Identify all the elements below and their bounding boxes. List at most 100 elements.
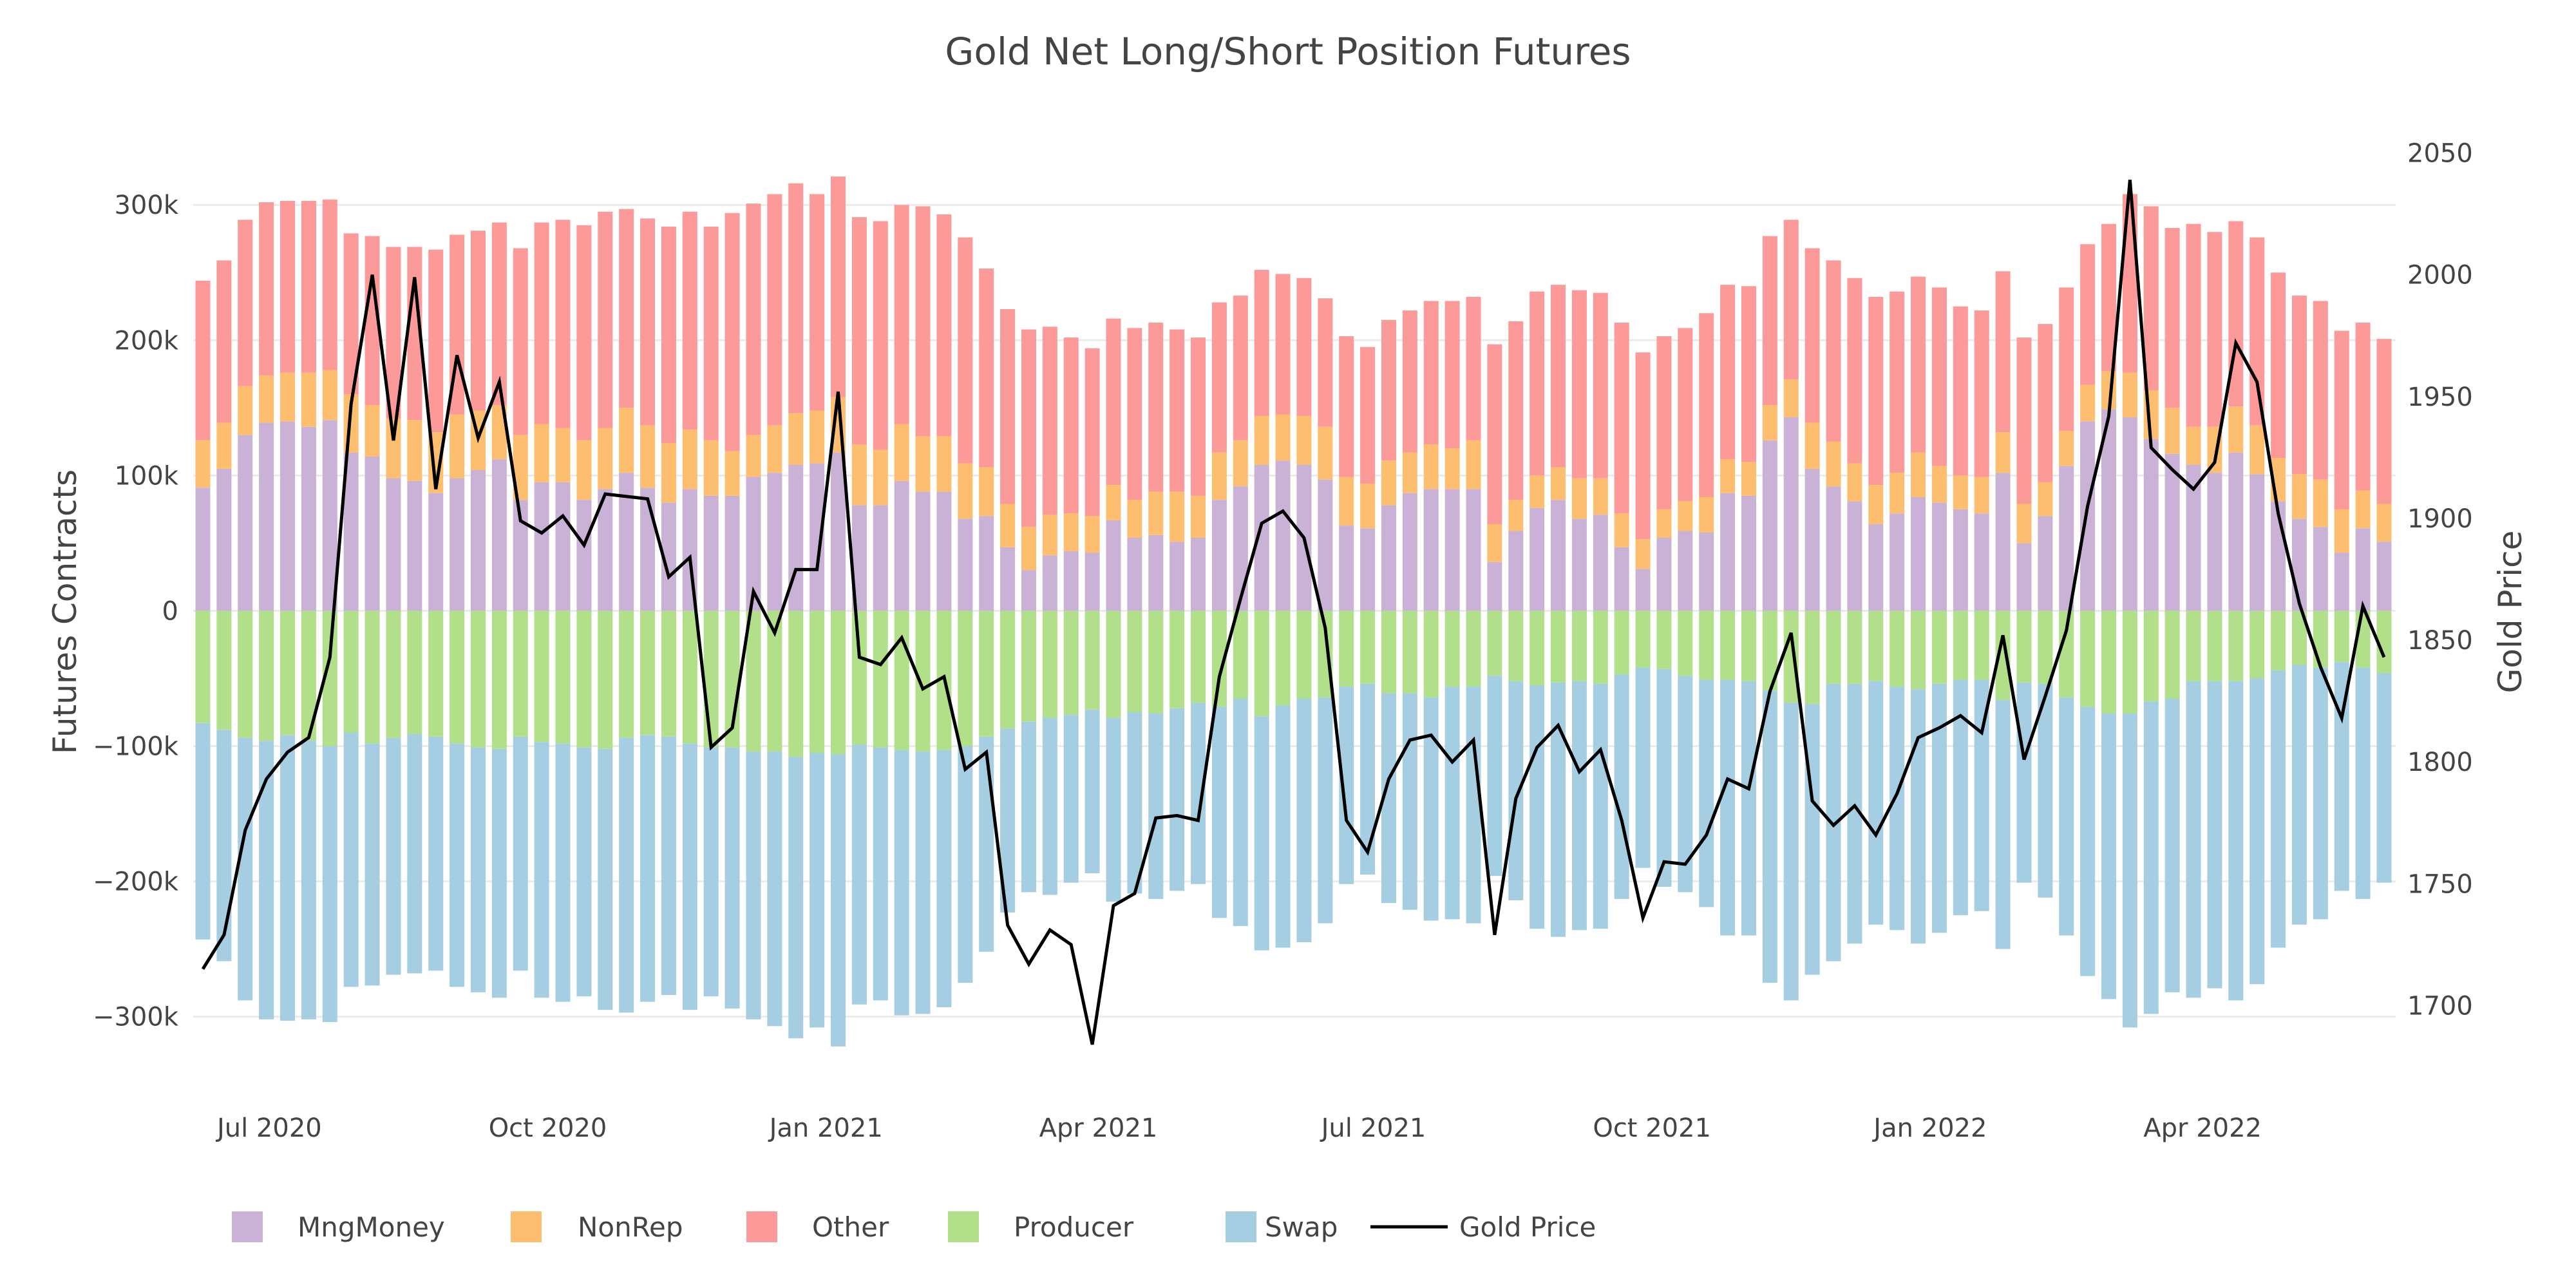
bar-swap bbox=[2355, 667, 2371, 899]
bar-swap bbox=[746, 751, 761, 1019]
bar-other bbox=[1191, 337, 1206, 496]
bar-nonrep bbox=[598, 428, 613, 489]
bar-swap bbox=[407, 734, 422, 974]
bar-mngmoney bbox=[513, 500, 528, 611]
bar-swap bbox=[1783, 703, 1799, 1001]
bar-producer bbox=[1063, 611, 1079, 715]
legend-swatch-producer[interactable] bbox=[948, 1211, 979, 1242]
bar-nonrep bbox=[1571, 478, 1587, 519]
bar-other bbox=[2186, 223, 2201, 427]
bar-mngmoney bbox=[1254, 464, 1269, 611]
legend-swatch-swap[interactable] bbox=[1226, 1211, 1256, 1242]
legend-label[interactable]: NonRep bbox=[578, 1211, 683, 1243]
bar-mngmoney bbox=[2313, 527, 2328, 611]
bar-swap bbox=[1170, 708, 1185, 891]
bar-nonrep bbox=[1826, 441, 1841, 487]
bar-nonrep bbox=[2355, 490, 2371, 529]
bar-nonrep bbox=[724, 451, 740, 496]
bar-swap bbox=[2376, 673, 2392, 883]
legend-label[interactable]: Swap bbox=[1265, 1211, 1338, 1243]
bar-other bbox=[2164, 227, 2180, 408]
bar-nonrep bbox=[1444, 448, 1460, 489]
bar-other bbox=[661, 226, 676, 443]
bar-nonrep bbox=[1953, 475, 1968, 509]
bar-producer bbox=[2334, 611, 2349, 663]
bar-mngmoney bbox=[1487, 562, 1502, 611]
bar-nonrep bbox=[1551, 467, 1566, 500]
bar-other bbox=[1635, 352, 1651, 540]
bar-mngmoney bbox=[386, 478, 401, 611]
bar-mngmoney bbox=[1974, 513, 1989, 611]
bar-nonrep bbox=[1847, 463, 1862, 502]
bar-swap bbox=[1063, 715, 1079, 883]
bar-nonrep bbox=[1211, 452, 1227, 500]
bar-other bbox=[1678, 328, 1693, 502]
legend-label[interactable]: Other bbox=[812, 1211, 889, 1243]
legend-label[interactable]: MngMoney bbox=[298, 1211, 445, 1243]
bar-producer bbox=[1974, 611, 1989, 680]
bar-other bbox=[1741, 286, 1757, 462]
bar-producer bbox=[1191, 611, 1206, 703]
legend-swatch-other[interactable] bbox=[746, 1211, 777, 1242]
y-axis-title: Futures Contracts bbox=[46, 469, 84, 754]
bar-mngmoney bbox=[724, 495, 740, 611]
bar-other bbox=[1042, 327, 1057, 515]
bar-other bbox=[1402, 310, 1417, 453]
legend-label[interactable]: Gold Price bbox=[1459, 1211, 1596, 1243]
bar-swap bbox=[2122, 714, 2137, 1028]
bar-other bbox=[1487, 344, 1502, 524]
bar-other bbox=[322, 199, 337, 370]
bar-swap bbox=[724, 747, 740, 1009]
bar-producer bbox=[1275, 611, 1291, 706]
bar-mngmoney bbox=[2080, 421, 2096, 611]
bar-swap bbox=[936, 750, 952, 1007]
bar-mngmoney bbox=[238, 435, 253, 611]
bar-swap bbox=[979, 736, 994, 952]
bar-mngmoney bbox=[1678, 531, 1693, 611]
y2-tick-label: 2000 bbox=[2407, 261, 2473, 290]
y2-tick-label: 1800 bbox=[2407, 748, 2473, 777]
bar-other bbox=[1551, 285, 1566, 468]
bar-nonrep bbox=[2016, 504, 2032, 544]
bar-mngmoney bbox=[2059, 466, 2074, 611]
legend-swatch-nonrep[interactable] bbox=[511, 1211, 542, 1242]
bar-mngmoney bbox=[1106, 520, 1121, 611]
bar-producer bbox=[1508, 611, 1524, 681]
bar-producer bbox=[1170, 611, 1185, 708]
bar-nonrep bbox=[1233, 440, 1248, 487]
bar-swap bbox=[2080, 706, 2096, 976]
bar-mngmoney bbox=[873, 505, 888, 611]
y2-axis-title: Gold Price bbox=[2492, 531, 2529, 694]
bar-nonrep bbox=[1466, 440, 1481, 489]
bar-other bbox=[894, 205, 909, 424]
bar-other bbox=[1148, 322, 1164, 492]
bar-mngmoney bbox=[958, 518, 973, 611]
legend-label[interactable]: Producer bbox=[1014, 1211, 1134, 1243]
bar-mngmoney bbox=[1571, 518, 1587, 611]
bar-swap bbox=[1614, 674, 1629, 899]
bar-swap bbox=[2143, 701, 2159, 1014]
bar-swap bbox=[1275, 705, 1291, 948]
bar-producer bbox=[1106, 611, 1121, 718]
bar-nonrep bbox=[555, 428, 571, 482]
bar-mngmoney bbox=[746, 477, 761, 611]
bar-swap bbox=[1191, 703, 1206, 884]
bar-producer bbox=[1953, 611, 1968, 680]
bar-swap bbox=[851, 744, 867, 1005]
bar-other bbox=[1106, 318, 1121, 486]
bar-mngmoney bbox=[1423, 489, 1439, 611]
bar-other bbox=[301, 200, 316, 373]
bar-other bbox=[1974, 310, 1989, 477]
bar-nonrep bbox=[1656, 509, 1672, 538]
bar-producer bbox=[365, 611, 380, 744]
bar-other bbox=[767, 194, 782, 426]
bar-mngmoney bbox=[407, 480, 422, 611]
bar-nonrep bbox=[2313, 479, 2328, 527]
bar-mngmoney bbox=[1826, 486, 1841, 611]
bar-producer bbox=[238, 611, 253, 738]
bar-other bbox=[1762, 236, 1777, 406]
bar-mngmoney bbox=[767, 473, 782, 611]
bar-other bbox=[640, 218, 656, 426]
legend-swatch-mngmoney[interactable] bbox=[232, 1211, 263, 1242]
bar-other bbox=[238, 220, 253, 386]
